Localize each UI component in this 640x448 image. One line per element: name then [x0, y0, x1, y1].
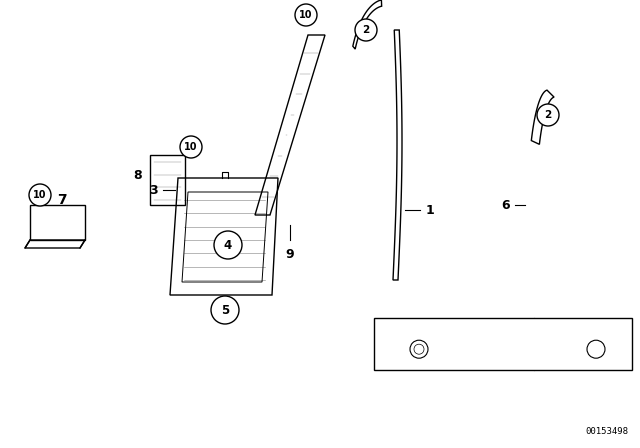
- Text: 2: 2: [579, 331, 586, 341]
- Circle shape: [537, 104, 559, 126]
- Text: 2: 2: [545, 110, 552, 120]
- Text: 1: 1: [426, 203, 435, 216]
- Text: 4: 4: [546, 331, 553, 341]
- Text: 00153498: 00153498: [585, 427, 628, 436]
- Circle shape: [180, 136, 202, 158]
- Text: 5: 5: [442, 331, 449, 341]
- Circle shape: [214, 231, 242, 259]
- Text: 9: 9: [285, 248, 294, 261]
- Circle shape: [29, 184, 51, 206]
- Circle shape: [355, 19, 377, 41]
- Text: 6: 6: [501, 198, 510, 211]
- Text: 3: 3: [149, 184, 158, 197]
- Circle shape: [211, 296, 239, 324]
- Text: 10: 10: [184, 142, 198, 152]
- Text: 10: 10: [33, 190, 47, 200]
- Text: 2: 2: [362, 25, 370, 35]
- Text: 8: 8: [133, 168, 142, 181]
- Circle shape: [295, 4, 317, 26]
- Text: 7: 7: [57, 193, 67, 207]
- Text: 10: 10: [300, 10, 313, 20]
- Text: 5: 5: [221, 303, 229, 316]
- Text: 10: 10: [382, 331, 396, 341]
- Text: 4: 4: [224, 238, 232, 251]
- Bar: [374, 318, 632, 370]
